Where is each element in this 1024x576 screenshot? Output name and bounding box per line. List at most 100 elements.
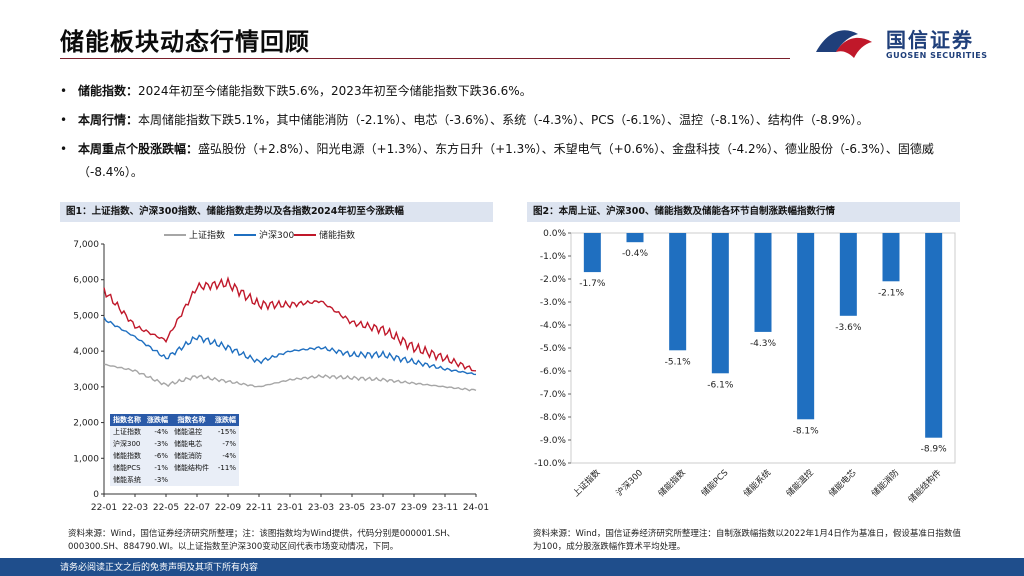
table-cell	[171, 474, 212, 486]
x-tick-label: 储能消防	[869, 467, 901, 499]
y-tick-label: 1,000	[73, 454, 99, 464]
x-tick-label: 沪深300	[614, 467, 645, 498]
table-cell: -6%	[144, 450, 171, 462]
table-header-cell: 涨跌幅	[212, 414, 239, 426]
y-tick-label: 6,000	[73, 276, 99, 286]
footer-bar: 请务必阅读正文之后的免责声明及其项下所有内容	[0, 558, 1024, 576]
table-row: 储能系统 -3%	[110, 474, 239, 486]
bar-value-label: -8.9%	[921, 445, 948, 455]
table-cell: -7%	[212, 438, 239, 450]
fig2-heading: 图2：本周上证、沪深300、储能指数及储能各环节自制涨跌幅指数行情	[527, 202, 960, 222]
table-cell: 储能温控	[171, 426, 212, 438]
table-header-cell: 指数名称	[171, 414, 212, 426]
table-cell: 沪深300	[110, 438, 144, 450]
x-tick-label: 23-01	[277, 503, 303, 513]
bullet-dot: •	[60, 113, 68, 127]
bar-value-label: -4.3%	[750, 339, 777, 349]
x-tick-label: 22-09	[215, 503, 241, 513]
bar	[839, 233, 857, 316]
table-cell	[212, 474, 239, 486]
table-row: 储能指数 -6% 储能消防 -4%	[110, 450, 239, 462]
table-cell: -4%	[212, 450, 239, 462]
x-tick-label: 23-07	[370, 503, 396, 513]
bullet-dot: •	[60, 84, 68, 98]
bullet-text: 2024年初至今储能指数下跌5.6%，2023年初至今储能指数下跌36.6%。	[138, 84, 532, 98]
bar	[626, 233, 644, 243]
y-tick-label: -4.0%	[540, 321, 567, 331]
table-header-row: 指数名称 涨跌幅 指数名称 涨跌幅	[110, 414, 239, 426]
y-tick-label: -8.0%	[540, 413, 567, 423]
bullet-weekly-market: • 本周行情：本周储能指数下跌5.1%，其中储能消防（-2.1%）、电芯（-3.…	[60, 109, 980, 132]
bullet-text: 本周储能指数下跌5.1%，其中储能消防（-2.1%）、电芯（-3.6%）、系统（…	[138, 113, 869, 127]
table-cell: -11%	[212, 462, 239, 474]
page-title: 储能板块动态行情回顾	[60, 28, 310, 56]
legend-label: 沪深300	[259, 229, 294, 241]
fig1-heading: 图1：上证指数、沪深300指数、储能指数走势以及各指数2024年初至今涨跌幅	[60, 202, 493, 222]
y-tick-label: 0.0%	[543, 229, 566, 239]
bar-value-label: -0.4%	[622, 249, 649, 259]
x-tick-label: 储能系统	[741, 467, 773, 499]
y-tick-label: -6.0%	[540, 367, 567, 377]
bullet-label: 本周行情：	[78, 113, 139, 127]
table-row: 储能PCS -1% 储能结构件 -11%	[110, 462, 239, 474]
bar	[925, 233, 943, 438]
footer-disclaimer: 请务必阅读正文之后的免责声明及其项下所有内容	[60, 563, 259, 573]
logo-en-text: GUOSEN SECURITIES	[886, 51, 988, 60]
table-cell: 储能指数	[110, 450, 144, 462]
y-tick-label: -7.0%	[540, 390, 567, 400]
x-tick-label: 上证指数	[571, 467, 603, 499]
bar	[711, 233, 729, 374]
summary-bullets: • 储能指数：2024年初至今储能指数下跌5.6%，2023年初至今储能指数下跌…	[60, 80, 980, 190]
bar-value-label: -5.1%	[665, 357, 692, 367]
fig1-return-table: 指数名称 涨跌幅 指数名称 涨跌幅 上证指数 -4% 储能温控 -15% 沪深300-…	[110, 414, 239, 486]
table-cell: 储能结构件	[171, 462, 212, 474]
fig2-bar-chart: 0.0% -1.0% -2.0% -3.0% -4.0% -5.0% -6.0% -7.0% -…	[534, 229, 956, 505]
table-cell: 储能PCS	[110, 462, 144, 474]
series-line-0	[103, 363, 477, 392]
y-tick-label: 2,000	[73, 419, 99, 429]
bullet-text: 盛弘股份（+2.8%）、阳光电源（+1.3%）、东方日升（+1.3%）、禾望电气…	[78, 142, 934, 179]
table-cell: 上证指数	[110, 426, 144, 438]
y-tick-label: -1.0%	[540, 252, 567, 262]
x-tick-label: 22-03	[122, 503, 148, 513]
series-line-1	[103, 317, 477, 376]
x-tick-label: 24-01	[463, 503, 489, 513]
y-tick-label: -2.0%	[540, 275, 567, 285]
table-row: 沪深300 -3% 储能电芯 -7%	[110, 438, 239, 450]
x-tick-label: 储能温控	[784, 467, 816, 499]
series-line-2	[103, 276, 477, 372]
legend-label: 储能指数	[319, 229, 355, 241]
logo-cn-text: 国信证券	[886, 28, 974, 52]
table-row: 上证指数 -4% 储能温控 -15%	[110, 426, 239, 438]
bar	[583, 233, 601, 273]
table-cell: 储能消防	[171, 450, 212, 462]
x-tick-label: 23-05	[339, 503, 365, 513]
y-tick-label: -10.0%	[534, 459, 566, 469]
bar-value-label: -8.1%	[793, 426, 820, 436]
guosen-logo-icon	[816, 30, 872, 58]
x-tick-label: 23-09	[401, 503, 427, 513]
x-tick-label: 22-11	[246, 503, 272, 513]
bar	[669, 233, 687, 351]
y-tick-label: 4,000	[73, 347, 99, 357]
bar	[797, 233, 815, 420]
x-tick-label: 储能结构件	[906, 467, 944, 505]
y-tick-label: -3.0%	[540, 298, 567, 308]
table-cell: -3%	[144, 438, 171, 450]
y-tick-label: -5.0%	[540, 344, 567, 354]
x-tick-label: 储能电芯	[827, 467, 859, 499]
bar	[754, 233, 772, 332]
bullet-storage-index: • 储能指数：2024年初至今储能指数下跌5.6%，2023年初至今储能指数下跌…	[60, 80, 980, 103]
x-tick-label: 23-11	[432, 503, 458, 513]
y-tick-label: 0	[93, 490, 99, 500]
table-cell: 储能系统	[110, 474, 144, 486]
bar-value-label: -3.6%	[835, 323, 862, 333]
legend-label: 上证指数	[189, 229, 225, 241]
x-tick-label: 23-03	[308, 503, 334, 513]
y-tick-label: -9.0%	[540, 436, 567, 446]
x-tick-label: 22-07	[184, 503, 210, 513]
table-cell: 储能电芯	[171, 438, 212, 450]
bullet-dot: •	[60, 142, 68, 156]
fig2-source-note: 资料来源：Wind，国信证券经济研究所整理注：自制涨跌幅指数以2022年1月4日…	[533, 529, 961, 552]
title-divider	[60, 58, 790, 59]
